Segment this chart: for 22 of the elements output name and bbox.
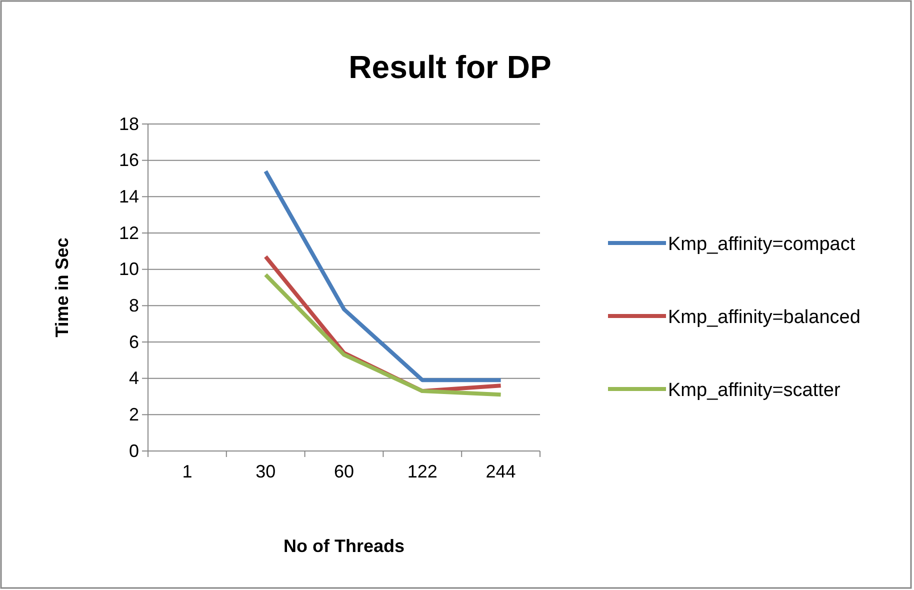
- y-tick-label: 8: [128, 295, 139, 316]
- x-axis-title: No of Threads: [283, 536, 405, 556]
- x-tick-label: 1: [182, 461, 192, 482]
- legend-label: Kmp_affinity=compact: [668, 234, 856, 255]
- y-axis-title: Time in Sec: [52, 238, 72, 338]
- y-tick-label: 12: [118, 222, 139, 243]
- y-tick-label: 14: [118, 186, 139, 206]
- chart-title: Result for DP: [348, 49, 552, 85]
- y-tick-label: 10: [118, 259, 139, 280]
- legend-label: Kmp_affinity=balanced: [668, 307, 860, 328]
- y-tick-label: 2: [128, 404, 139, 424]
- x-tick-label: 30: [256, 461, 276, 482]
- y-tick-label: 18: [118, 114, 139, 134]
- y-tick-label: 6: [128, 332, 139, 352]
- line-series: [264, 272, 503, 397]
- x-tick-label: 244: [486, 461, 516, 482]
- y-tick-label: 16: [118, 150, 139, 170]
- y-tick-label: 0: [128, 440, 139, 461]
- y-tick-label: 4: [128, 368, 139, 388]
- x-tick-label: 60: [334, 461, 354, 482]
- x-tick-label: 122: [407, 461, 438, 482]
- legend-label: Kmp_affinity=scatter: [668, 380, 841, 401]
